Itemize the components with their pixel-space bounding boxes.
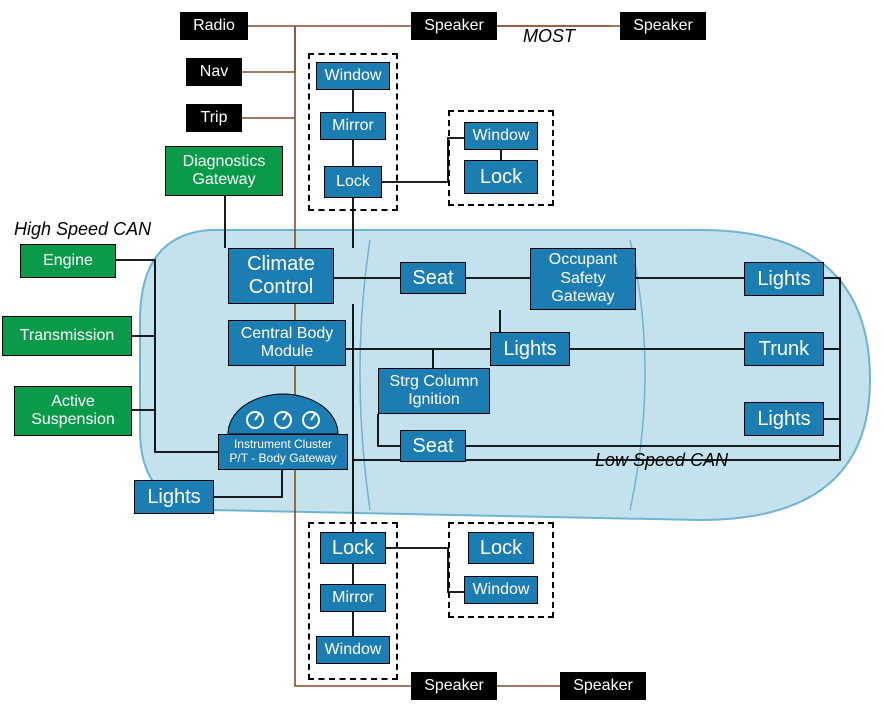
node-win-fr: Window — [464, 122, 538, 150]
node-lights-bl: Lights — [134, 480, 214, 514]
node-lock-rl: Lock — [320, 532, 386, 564]
node-climate: ClimateControl — [228, 248, 334, 304]
node-speaker-tr: Speaker — [620, 12, 706, 40]
node-activesusp: ActiveSuspension — [14, 386, 132, 436]
node-instr: Instrument ClusterP/T - Body Gateway — [218, 434, 348, 470]
node-trip: Trip — [186, 104, 242, 132]
node-mir-rl: Mirror — [320, 584, 386, 612]
node-nav: Nav — [186, 58, 242, 86]
node-trunk: Trunk — [744, 332, 824, 366]
node-win-rl: Window — [316, 636, 390, 664]
node-diag: DiagnosticsGateway — [165, 146, 283, 196]
node-lock-rr: Lock — [468, 532, 534, 564]
node-osg: OccupantSafetyGateway — [530, 248, 636, 310]
node-lock-fr: Lock — [464, 160, 538, 194]
node-lights-tr: Lights — [744, 262, 824, 296]
node-strg: Strg ColumnIgnition — [378, 368, 490, 414]
diagram-stage: Radio Speaker Speaker Nav Trip Speaker Speaker… — [0, 0, 884, 706]
node-cbm: Central BodyModule — [228, 320, 346, 366]
node-lights-mid: Lights — [490, 332, 570, 366]
node-win-rr: Window — [464, 576, 538, 604]
node-speaker-tl: Speaker — [411, 12, 497, 40]
node-lock-fl: Lock — [324, 166, 382, 198]
node-engine: Engine — [20, 244, 116, 278]
node-speaker-bl: Speaker — [411, 672, 497, 700]
label-hscan: High Speed CAN — [14, 219, 151, 240]
node-lights-br: Lights — [744, 402, 824, 436]
node-seat1: Seat — [400, 262, 466, 294]
node-mir-fl: Mirror — [320, 112, 386, 140]
node-seat2: Seat — [400, 430, 466, 462]
node-transmission: Transmission — [2, 316, 132, 356]
node-speaker-br: Speaker — [560, 672, 646, 700]
label-lscan: Low Speed CAN — [595, 450, 728, 471]
node-radio: Radio — [180, 12, 248, 40]
label-most: MOST — [523, 26, 575, 47]
node-win-fl: Window — [316, 62, 390, 90]
